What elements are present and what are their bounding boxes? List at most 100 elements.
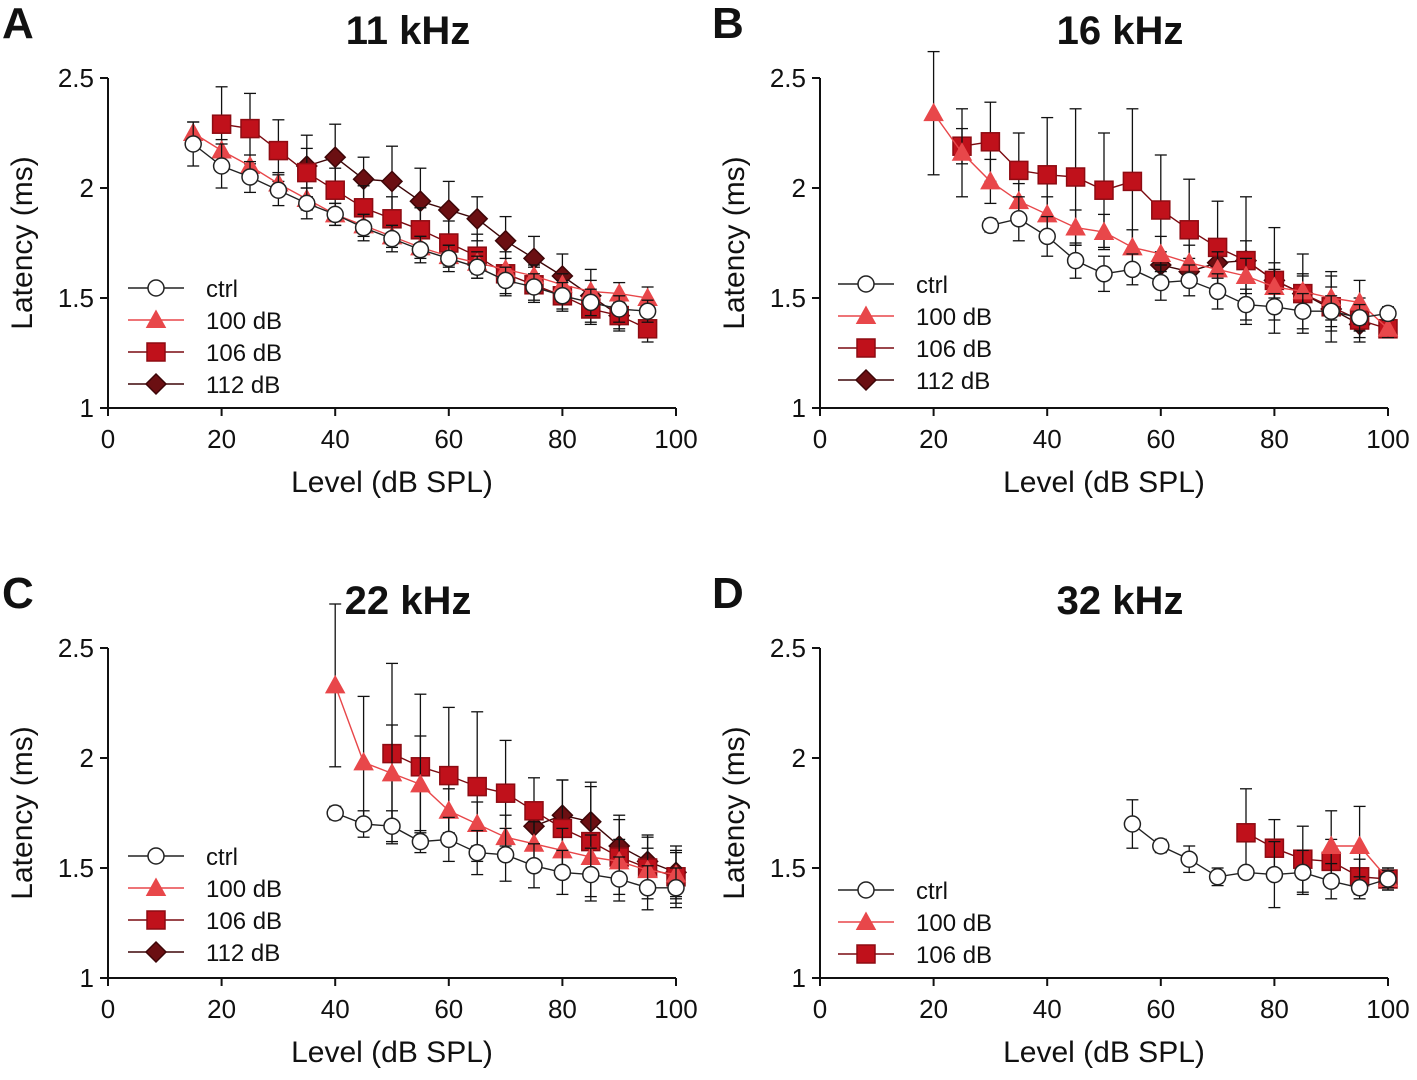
data-point (1350, 309, 1369, 327)
data-point (380, 170, 404, 193)
data-point (981, 216, 1000, 235)
chart-title: 32 kHz (1057, 579, 1184, 623)
x-tick-label: 20 (207, 424, 236, 454)
data-point (241, 168, 259, 186)
data-point (1237, 295, 1255, 314)
data-point (1009, 160, 1029, 181)
data-point (638, 879, 657, 897)
data-point (1294, 302, 1312, 320)
data-point (324, 674, 346, 694)
data-point (383, 229, 401, 248)
data-point (1122, 171, 1143, 192)
series-ctrl (981, 196, 1397, 332)
data-point (1150, 243, 1172, 262)
data-point (1294, 863, 1312, 882)
panel-a: A 11 kHz 0 20 40 60 80 100 1 1.5 2 2.5 Level (dB SPL… (2, 0, 698, 499)
data-point (211, 114, 232, 134)
y-tick-label: 2.5 (770, 633, 806, 663)
data-point (1379, 304, 1397, 323)
data-point (553, 863, 572, 882)
chart-title: 11 kHz (346, 9, 471, 53)
data-point (383, 817, 401, 835)
legend-marker (144, 372, 168, 396)
x-tick-label: 20 (207, 994, 236, 1024)
data-point (1038, 227, 1056, 246)
panel-d: D 32 kHz 0 20 40 60 80 100 1 1.5 2 2.5 Level (dB SPL… (712, 569, 1410, 1069)
y-tick-label: 2 (80, 173, 94, 203)
x-tick-label: 100 (654, 424, 697, 454)
x-tick-label: 0 (101, 424, 115, 454)
y-tick-label: 2 (792, 743, 806, 773)
legend-label: ctrl (206, 844, 238, 871)
legend-label: 100 dB (206, 308, 282, 335)
data-point (1066, 251, 1085, 270)
legend-marker (855, 911, 877, 930)
x-tick-label: 80 (548, 994, 577, 1024)
data-point (1123, 815, 1142, 833)
data-point (240, 118, 260, 139)
legend-marker (146, 910, 166, 930)
data-point (496, 271, 515, 290)
x-axis-label: Level (dB SPL) (291, 1036, 493, 1069)
series-line (1131, 823, 1389, 889)
legend-label: ctrl (916, 272, 948, 299)
data-point (1235, 265, 1257, 284)
data-point (1152, 273, 1170, 292)
x-tick-label: 0 (813, 994, 827, 1024)
data-point (1065, 167, 1086, 187)
data-point (354, 218, 373, 237)
data-point (298, 194, 316, 213)
data-point (466, 207, 489, 230)
legend-label: 106 dB (916, 336, 992, 363)
y-tick-label: 1.5 (770, 853, 806, 883)
data-point (381, 762, 403, 782)
chart-title: 22 kHz (345, 579, 472, 623)
legend-label: 112 dB (916, 368, 990, 395)
y-tick-label: 2.5 (770, 63, 806, 93)
x-tick-label: 0 (813, 424, 827, 454)
data-point (468, 843, 486, 862)
legend-label: ctrl (206, 276, 238, 303)
y-axis-label: Latency (ms) (718, 156, 751, 329)
data-point (325, 180, 345, 200)
y-axis-label: Latency (ms) (718, 726, 751, 899)
data-point (268, 140, 289, 161)
legend-label: 112 dB (206, 940, 280, 967)
chart-title: 16 kHz (1057, 9, 1184, 53)
data-point (1065, 217, 1086, 236)
x-tick-label: 80 (1260, 424, 1289, 454)
x-tick-label: 60 (434, 424, 463, 454)
y-tick-label: 1 (80, 963, 94, 993)
data-point (1010, 210, 1028, 228)
data-point (1180, 271, 1198, 290)
legend-label: 100 dB (916, 910, 992, 937)
series-ctrl (184, 121, 657, 323)
data-point (468, 258, 486, 276)
x-tick-label: 40 (1033, 424, 1062, 454)
data-point (1122, 236, 1143, 256)
data-point (440, 830, 458, 849)
panel-c: C 22 kHz 0 20 40 60 80 100 1 1.5 2 2.5 Level (dB SPL… (2, 569, 698, 1069)
data-point (553, 287, 572, 305)
legend-marker (857, 881, 875, 899)
x-tick-label: 100 (1366, 994, 1409, 1024)
legend-marker (856, 944, 876, 964)
data-point (411, 240, 430, 259)
y-axis-label: Latency (ms) (6, 156, 39, 329)
panel-b: B 16 kHz 0 20 40 60 80 100 1 1.5 2 2.5 Level (dB SPL… (712, 0, 1410, 499)
x-axis-label: Level (dB SPL) (1003, 1036, 1205, 1069)
y-tick-label: 1 (792, 963, 806, 993)
x-axis-label: Level (dB SPL) (291, 466, 493, 499)
y-tick-label: 1.5 (58, 283, 94, 313)
data-point (1180, 850, 1198, 868)
data-point (980, 132, 1001, 152)
series-line (221, 123, 648, 330)
legend-label: 106 dB (916, 942, 992, 969)
legend-marker (855, 305, 877, 324)
y-tick-label: 2.5 (58, 63, 94, 93)
data-point (1095, 265, 1113, 283)
data-point (324, 146, 347, 169)
legend-marker (146, 342, 166, 362)
data-point (1179, 220, 1199, 240)
